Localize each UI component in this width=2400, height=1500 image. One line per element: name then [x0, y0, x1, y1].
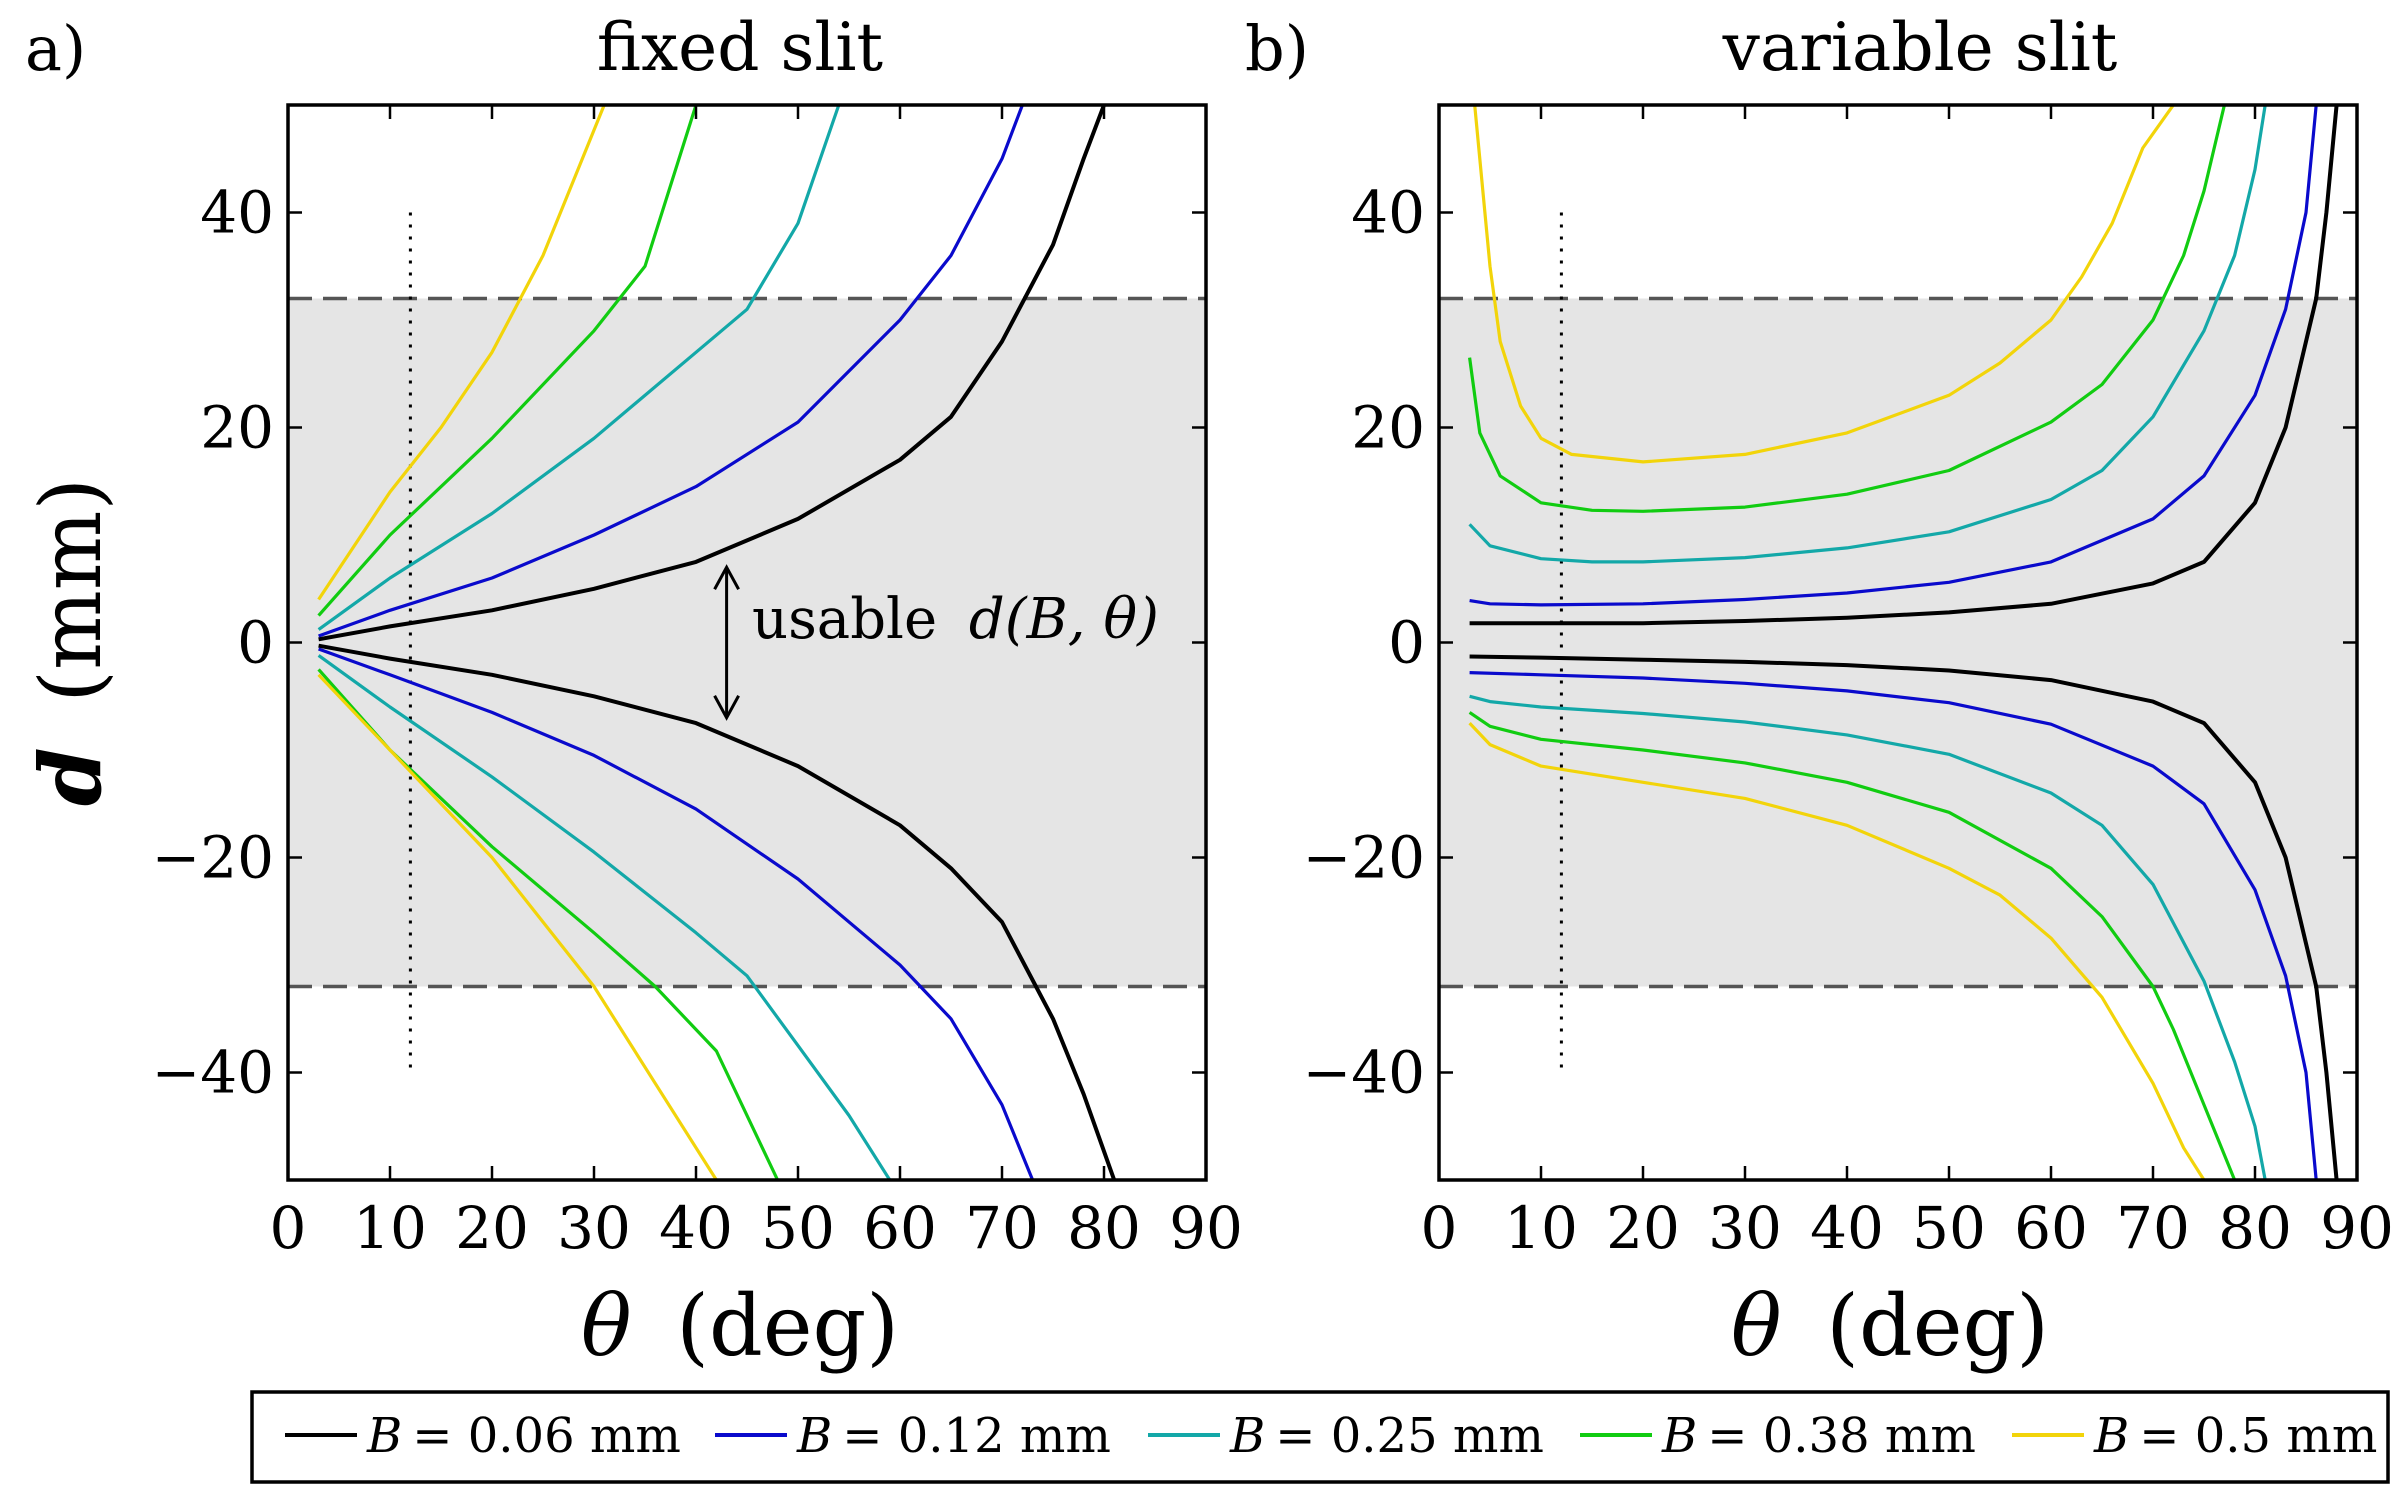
panel-variable-slit: 0 10 20 30 40 50 60 70 80 90 −40 −20 0 20 40 b) variab… — [1245, 9, 2394, 1375]
x-tick-label: 60 — [2014, 1194, 2088, 1262]
series-b-0-25-mm-lower — [1469, 694, 2267, 1180]
x-tick-label: 20 — [1606, 1194, 1680, 1262]
x-tick-label: 30 — [1708, 1194, 1782, 1262]
series-b-0-38-mm-lower — [1468, 711, 2237, 1180]
usable-annotation: usable d(B, θ) — [713, 564, 1159, 721]
series-b-0-12-mm-lower — [1469, 671, 2318, 1180]
x-tick-label: 40 — [659, 1194, 733, 1262]
usable-band — [1439, 298, 2357, 987]
x-tick-label: 30 — [557, 1194, 631, 1262]
x-tick-label: 80 — [2218, 1194, 2292, 1262]
x-tick-label: 90 — [1169, 1194, 1243, 1262]
series-b-0-5-mm-lower — [1468, 721, 2206, 1180]
series-b-0-25-mm-lower — [317, 654, 892, 1180]
x-tick-label: 20 — [455, 1194, 529, 1262]
y-tick-label: 20 — [200, 394, 274, 462]
y-tick-label: 0 — [237, 609, 274, 677]
panel-label: b) — [1245, 12, 1309, 85]
x-tick-label: 50 — [1912, 1194, 1986, 1262]
x-tick-label: 40 — [1810, 1194, 1884, 1262]
y-tick-label: −40 — [1303, 1039, 1425, 1107]
x-axis-label: θ (deg) — [581, 1277, 899, 1375]
panel-fixed-slit: usable d(B, θ) 0 10 20 30 40 50 60 70 80 90 −40 −20… — [21, 9, 1243, 1375]
series-b-0-25-mm-upper — [317, 105, 841, 631]
legend-items: B = 0.06 mm B = 0.12 mm B = 0.25 mm B = 0.38 mm… — [285, 1408, 2377, 1464]
y-tick-label: −40 — [152, 1039, 274, 1107]
x-tick-label: 70 — [965, 1194, 1039, 1262]
arrowhead-down — [713, 695, 740, 721]
usable-band — [288, 298, 1206, 987]
series-b-0-38-mm-upper — [317, 105, 698, 617]
axis-ticks: 0 10 20 30 40 50 60 70 80 90 −40 −20 0 20 40 — [152, 105, 1243, 1262]
legend-label: B = 0.12 mm — [796, 1408, 1111, 1464]
x-tick-label: 50 — [761, 1194, 835, 1262]
legend-label: B = 0.5 mm — [2093, 1408, 2377, 1464]
y-tick-label: 20 — [1351, 394, 1425, 462]
series-b-0-06-mm-lower — [318, 643, 1117, 1180]
series-b-0-06-mm-upper — [318, 105, 1106, 642]
arrowhead-up — [713, 564, 740, 590]
series-b-0-25-mm-upper — [1468, 105, 2267, 564]
aperture-limit-lines — [288, 296, 1206, 989]
x-tick-label: 0 — [1421, 1194, 1458, 1262]
series-b-0-12-mm-lower — [318, 647, 1035, 1180]
y-tick-label: 40 — [200, 179, 274, 247]
y-tick-label: −20 — [1303, 824, 1425, 892]
y-tick-label: 40 — [1351, 179, 1425, 247]
x-tick-label: 70 — [2116, 1194, 2190, 1262]
x-axis-label: θ (deg) — [1731, 1277, 2049, 1375]
series-b-0-12-mm-upper — [1469, 105, 2318, 607]
x-tick-label: 80 — [1067, 1194, 1141, 1262]
x-tick-label: 60 — [863, 1194, 937, 1262]
x-tick-label: 10 — [353, 1194, 427, 1262]
y-axis-label: d (mm) — [21, 478, 120, 806]
x-tick-label: 90 — [2320, 1194, 2394, 1262]
panel-label: a) — [25, 12, 86, 85]
series-b-0-06-mm-lower — [1469, 654, 2339, 1180]
x-tick-label: 10 — [1504, 1194, 1578, 1262]
curves — [317, 105, 1117, 1180]
aperture-limit-lines — [1439, 296, 2357, 989]
y-tick-label: 0 — [1388, 609, 1425, 677]
x-tick-label: 0 — [270, 1194, 307, 1262]
series-b-0-12-mm-upper — [318, 105, 1024, 638]
series-b-0-38-mm-upper — [1468, 105, 2226, 513]
legend-label: B = 0.06 mm — [366, 1408, 681, 1464]
series-b-0-06-mm-upper — [1469, 105, 2339, 626]
series-b-0-5-mm-upper — [1473, 105, 2175, 464]
axis-ticks: 0 10 20 30 40 50 60 70 80 90 −40 −20 0 20 40 — [1303, 105, 2394, 1262]
annotation-text: usable d(B, θ) — [752, 587, 1159, 652]
curves — [1468, 105, 2339, 1180]
legend-label: B = 0.25 mm — [1229, 1408, 1544, 1464]
series-b-0-5-mm-upper — [317, 105, 606, 601]
panel-title: fixed slit — [597, 9, 883, 86]
series-b-0-5-mm-lower — [317, 673, 718, 1180]
legend-label: B = 0.38 mm — [1661, 1408, 1976, 1464]
panel-title: variable slit — [1722, 9, 2118, 86]
y-tick-label: −20 — [152, 824, 274, 892]
legend: B = 0.06 mm B = 0.12 mm B = 0.25 mm B = 0.38 mm… — [250, 1390, 2390, 1484]
